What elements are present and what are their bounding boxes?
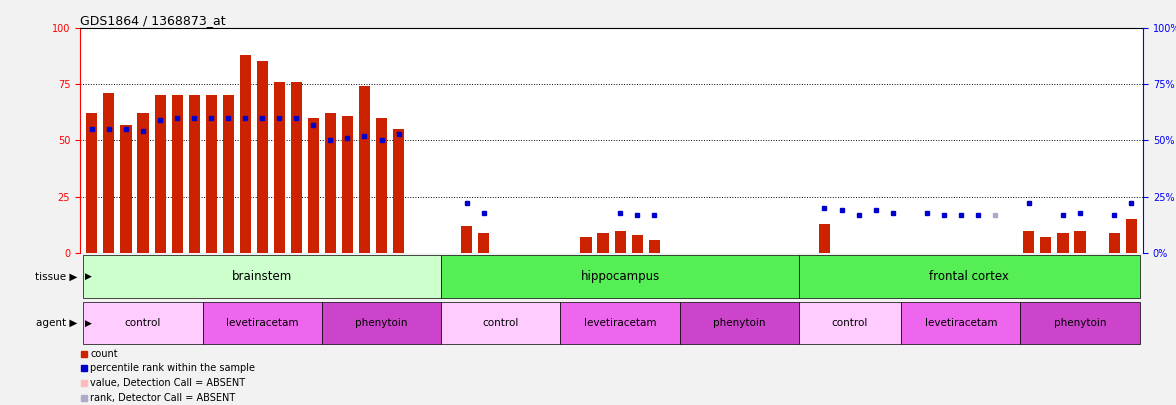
Bar xyxy=(1057,233,1069,253)
Bar xyxy=(1075,230,1085,253)
Bar xyxy=(359,86,370,253)
Bar xyxy=(83,302,202,344)
Text: phenytoin: phenytoin xyxy=(355,318,408,328)
Bar xyxy=(561,302,680,344)
Text: brainstem: brainstem xyxy=(232,270,293,283)
Bar xyxy=(441,255,799,298)
Text: count: count xyxy=(91,349,118,358)
Bar xyxy=(1021,302,1140,344)
Bar xyxy=(479,233,489,253)
Bar xyxy=(206,95,216,253)
Bar xyxy=(325,113,336,253)
Bar xyxy=(1109,233,1120,253)
Bar xyxy=(138,113,148,253)
Bar xyxy=(83,255,441,298)
Bar xyxy=(1041,237,1051,253)
Text: GDS1864 / 1368873_at: GDS1864 / 1368873_at xyxy=(80,14,226,27)
Bar xyxy=(308,118,319,253)
Bar xyxy=(632,235,642,253)
Bar xyxy=(274,82,285,253)
Bar xyxy=(202,302,322,344)
Bar xyxy=(103,93,114,253)
Text: value, Detection Call = ABSENT: value, Detection Call = ABSENT xyxy=(91,378,246,388)
Bar xyxy=(441,302,561,344)
Bar xyxy=(818,224,830,253)
Bar xyxy=(240,55,250,253)
Bar xyxy=(154,95,166,253)
Bar xyxy=(1023,230,1035,253)
Bar xyxy=(290,82,302,253)
Text: levetiracetam: levetiracetam xyxy=(924,318,997,328)
Bar xyxy=(376,118,387,253)
Bar xyxy=(680,302,799,344)
Bar xyxy=(799,302,901,344)
Bar xyxy=(342,115,353,253)
Text: levetiracetam: levetiracetam xyxy=(583,318,656,328)
Bar xyxy=(120,125,132,253)
Bar xyxy=(172,95,182,253)
Text: control: control xyxy=(125,318,161,328)
Text: phenytoin: phenytoin xyxy=(713,318,766,328)
Text: phenytoin: phenytoin xyxy=(1054,318,1107,328)
Text: percentile rank within the sample: percentile rank within the sample xyxy=(91,363,255,373)
Bar xyxy=(322,302,441,344)
Bar xyxy=(222,95,234,253)
Bar xyxy=(1125,219,1137,253)
Text: tissue ▶: tissue ▶ xyxy=(35,271,78,281)
Text: frontal cortex: frontal cortex xyxy=(929,270,1009,283)
Text: control: control xyxy=(482,318,519,328)
Text: hippocampus: hippocampus xyxy=(581,270,660,283)
Bar xyxy=(581,237,592,253)
Bar xyxy=(597,233,608,253)
Bar xyxy=(799,255,1140,298)
Text: ▶: ▶ xyxy=(85,272,92,281)
Text: levetiracetam: levetiracetam xyxy=(226,318,299,328)
Bar xyxy=(901,302,1021,344)
Text: control: control xyxy=(831,318,868,328)
Bar xyxy=(649,240,660,253)
Bar xyxy=(615,230,626,253)
Text: agent ▶: agent ▶ xyxy=(36,318,78,328)
Bar xyxy=(393,129,405,253)
Bar xyxy=(461,226,473,253)
Bar xyxy=(188,95,200,253)
Bar xyxy=(86,113,98,253)
Text: ▶: ▶ xyxy=(85,318,92,328)
Bar xyxy=(256,62,268,253)
Text: rank, Detector Call = ABSENT: rank, Detector Call = ABSENT xyxy=(91,393,235,403)
